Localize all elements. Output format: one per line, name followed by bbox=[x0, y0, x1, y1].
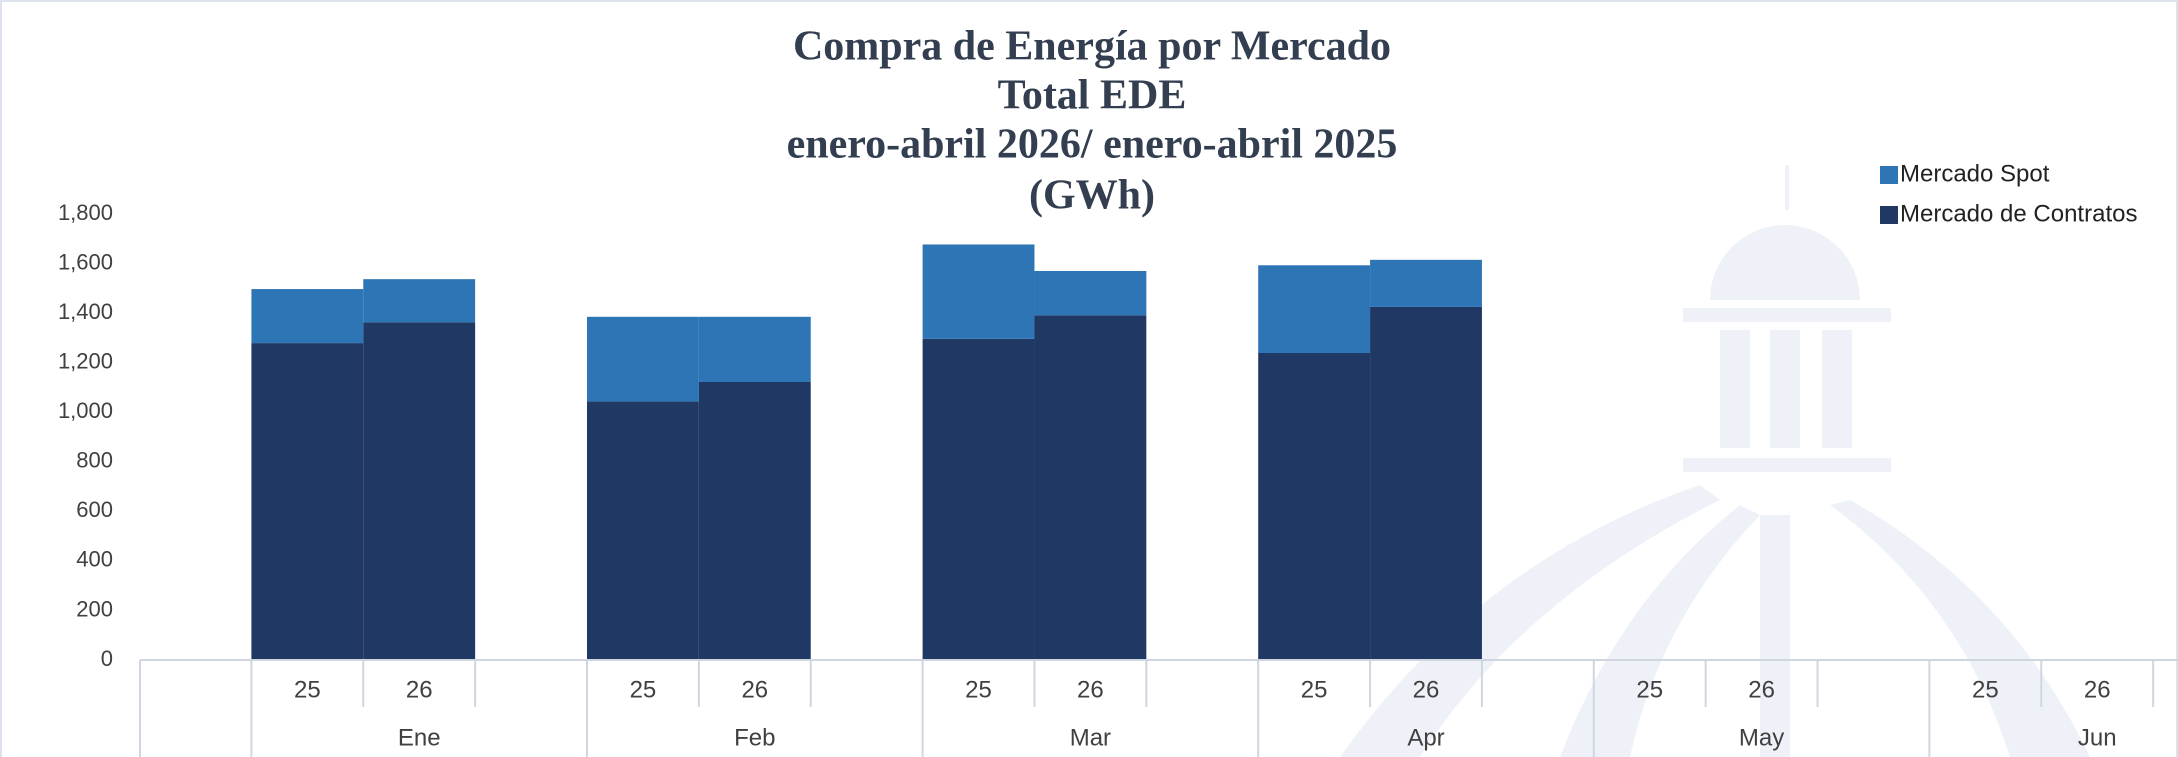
x-tick-label: 25 bbox=[294, 676, 321, 703]
x-group-label: Ene bbox=[398, 724, 441, 751]
legend-swatch bbox=[1880, 166, 1898, 184]
x-group-label: May bbox=[1739, 724, 1784, 751]
bar-segment bbox=[1034, 270, 1147, 316]
x-tick-label: 26 bbox=[1748, 676, 1775, 703]
bar-segment bbox=[1258, 265, 1371, 354]
legend-label: Mercado de Contratos bbox=[1900, 200, 2137, 227]
x-group-label: Feb bbox=[734, 724, 775, 751]
x-tick-label: 26 bbox=[2084, 676, 2111, 703]
x-tick-label: 25 bbox=[630, 676, 657, 703]
y-tick-label: 600 bbox=[76, 497, 113, 522]
y-tick-label: 200 bbox=[76, 596, 113, 621]
chart-title: Total EDE bbox=[998, 73, 1187, 119]
y-tick-label: 1,800 bbox=[58, 200, 113, 225]
bar-segment bbox=[698, 381, 811, 660]
y-tick-label: 400 bbox=[76, 547, 113, 572]
bar-segment bbox=[363, 279, 476, 323]
chart-title: Compra de Energía por Mercado bbox=[793, 24, 1391, 70]
bar-segment bbox=[1258, 353, 1371, 660]
chart-title: (GWh) bbox=[1029, 173, 1155, 219]
bar-segment bbox=[587, 401, 699, 660]
y-tick-label: 1,600 bbox=[58, 249, 113, 274]
y-tick-label: 1,200 bbox=[58, 348, 113, 373]
y-tick-label: 0 bbox=[101, 646, 113, 671]
x-group-label: Jun bbox=[2078, 724, 2117, 751]
bar-segment bbox=[1370, 306, 1482, 660]
legend-label: Mercado Spot bbox=[1900, 160, 2050, 187]
bar-segment bbox=[587, 316, 699, 402]
x-tick-label: 26 bbox=[1413, 676, 1440, 703]
x-tick-label: 25 bbox=[1972, 676, 1999, 703]
x-tick-label: 25 bbox=[965, 676, 992, 703]
x-tick-label: 26 bbox=[1077, 676, 1104, 703]
bar-segment bbox=[922, 338, 1035, 660]
x-group-label: Mar bbox=[1070, 724, 1111, 751]
x-tick-label: 26 bbox=[741, 676, 768, 703]
bar-segment bbox=[922, 244, 1035, 339]
legend-swatch bbox=[1880, 206, 1898, 224]
chart-title: enero-abril 2026/ enero-abril 2025 bbox=[787, 122, 1398, 168]
y-tick-label: 1,400 bbox=[58, 299, 113, 324]
bar-segment bbox=[251, 289, 364, 344]
bar-segment bbox=[698, 316, 811, 382]
bar-segment bbox=[251, 343, 364, 660]
watermark bbox=[1340, 165, 2090, 757]
y-tick-label: 800 bbox=[76, 448, 113, 473]
y-tick-label: 1,000 bbox=[58, 398, 113, 423]
bar-segment bbox=[363, 322, 476, 660]
x-group-label: Apr bbox=[1407, 724, 1444, 751]
x-tick-label: 25 bbox=[1636, 676, 1663, 703]
bar-segment bbox=[1034, 315, 1147, 660]
bar-segment bbox=[1370, 259, 1482, 307]
x-tick-label: 26 bbox=[406, 676, 433, 703]
x-tick-label: 25 bbox=[1301, 676, 1328, 703]
